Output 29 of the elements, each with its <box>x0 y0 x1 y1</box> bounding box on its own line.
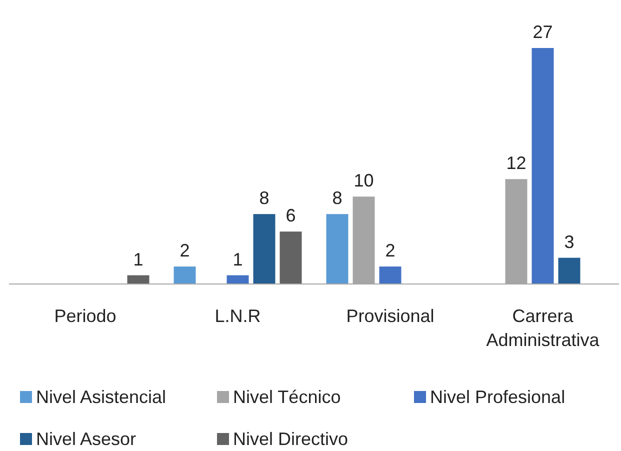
x-tick-label: Provisional <box>346 306 434 326</box>
data-label: 27 <box>532 22 553 42</box>
bar <box>127 275 150 284</box>
data-label: 2 <box>385 240 396 261</box>
data-label: 2 <box>180 240 190 261</box>
x-tick-label: L.N.R <box>214 306 261 326</box>
bar <box>379 266 402 284</box>
legend-label: Nivel Directivo <box>233 429 348 449</box>
x-tick-label: Periodo <box>54 306 116 326</box>
data-label: 1 <box>133 249 144 270</box>
legend-label: Nivel Asistencial <box>36 387 166 407</box>
bar <box>532 48 554 284</box>
data-label: 12 <box>506 153 526 174</box>
legend-label: Nivel Profesional <box>430 387 566 407</box>
bar <box>326 214 348 284</box>
bar <box>280 232 302 284</box>
data-label: 8 <box>332 188 342 208</box>
legend-label: Nivel Técnico <box>233 387 341 407</box>
bar <box>174 266 196 284</box>
x-tick-label: Carrera Administrativa <box>486 306 600 350</box>
bar <box>226 275 249 284</box>
data-label: 6 <box>286 206 296 226</box>
data-label: 3 <box>564 232 574 252</box>
bar <box>253 214 276 284</box>
legend-label: Nivel Asesor <box>36 429 136 449</box>
data-label: 1 <box>232 249 243 270</box>
data-label: 10 <box>354 170 374 191</box>
data-label: 8 <box>259 188 270 208</box>
bar <box>558 258 580 284</box>
